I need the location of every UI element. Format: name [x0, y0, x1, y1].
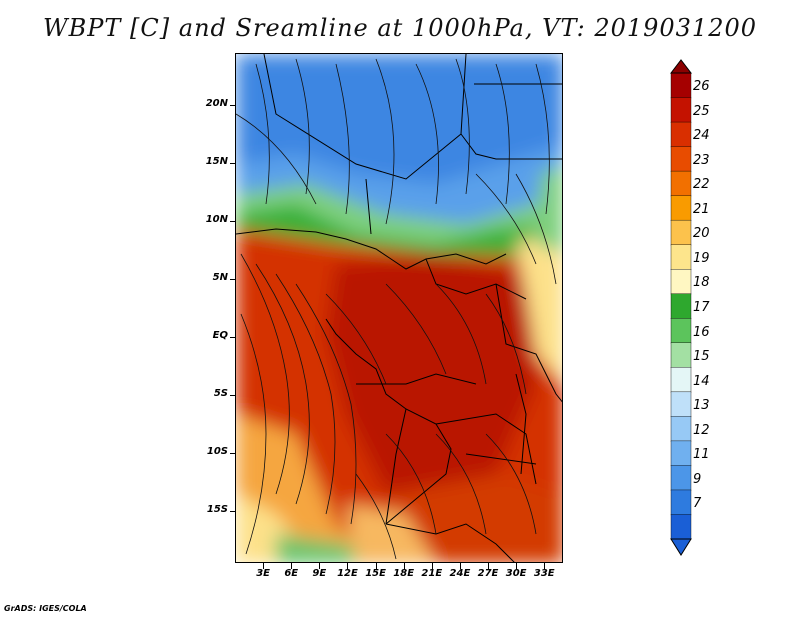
lat-label: 10N: [205, 214, 228, 226]
streamlines: [236, 58, 557, 560]
country-borders: [236, 54, 562, 562]
lat-tick: [230, 105, 236, 107]
lat-label: 5N: [212, 272, 228, 284]
lat-label: 10S: [206, 445, 228, 457]
lon-tick: [375, 563, 377, 569]
lat-label: 5S: [213, 387, 228, 399]
colorbar-segment: [670, 244, 692, 270]
colorbar-label: 20: [693, 226, 710, 242]
lon-label: 9E: [312, 568, 327, 579]
lon-label: 21E: [421, 568, 443, 579]
lon-tick: [431, 563, 433, 569]
colorbar-label: 13: [693, 398, 710, 414]
colorbar-label: 9: [693, 471, 702, 487]
colorbar-segment: [670, 219, 692, 246]
lon-tick: [291, 563, 293, 569]
colorbar-label: 14: [693, 373, 710, 389]
colorbar-segment: [670, 342, 692, 369]
lon-label: 30E: [505, 568, 527, 579]
colorbar-label: 15: [693, 349, 710, 365]
colorbar-segment: [670, 195, 692, 221]
colorbar-segment: [670, 72, 692, 99]
colorbar-segment: [670, 391, 692, 418]
lon-tick: [347, 563, 349, 569]
colorbar-label: 19: [693, 250, 710, 266]
map-panel: [235, 53, 563, 563]
colorbar-segment: [670, 293, 692, 319]
colorbar-top-arrow: [669, 59, 693, 74]
colorbar-label: 23: [693, 152, 710, 168]
colorbar-segment: [670, 121, 692, 148]
colorbar-segment: [670, 465, 692, 491]
lon-label: 12E: [337, 568, 358, 579]
lon-tick: [516, 563, 518, 569]
lon-label: 33E: [533, 568, 555, 579]
colorbar-segment: [670, 440, 692, 467]
lat-tick: [230, 452, 236, 454]
colorbar-segment: [670, 514, 692, 540]
lat-tick: [230, 510, 236, 512]
colorbar-label: 17: [693, 300, 710, 315]
colorbar-label: 16: [693, 324, 710, 340]
lat-tick: [230, 394, 236, 396]
colorbar-label: 22: [693, 177, 710, 193]
colorbar-label: 25: [693, 103, 710, 119]
colorbar-segment: [670, 269, 692, 295]
colorbar-segment: [670, 318, 692, 344]
colorbar-segment: [670, 146, 692, 172]
lat-label: 15S: [206, 503, 228, 515]
lat-label: 20N: [205, 98, 228, 110]
lon-label: 3E: [256, 568, 270, 579]
colorbar-bottom-arrow: [670, 538, 692, 556]
colorbar-segment: [670, 367, 692, 393]
lon-tick: [488, 563, 490, 569]
lon-label: 27E: [477, 568, 499, 579]
lat-tick: [230, 336, 236, 338]
lon-tick: [544, 563, 546, 569]
colorbar-label: 21: [693, 201, 710, 217]
lat-tick: [230, 163, 236, 165]
colorbar-label: 12: [693, 422, 710, 438]
colorbar-label: 24: [693, 128, 710, 144]
colorbar-label: 18: [693, 275, 710, 291]
lat-label: 15N: [205, 156, 228, 168]
lat-label: EQ: [212, 329, 228, 341]
colorbar-label: 11: [693, 447, 710, 463]
credit-label: GrADS: IGES/COLA: [4, 604, 87, 613]
lon-tick: [403, 563, 405, 569]
lon-label: 24E: [449, 568, 471, 579]
lon-label: 15E: [365, 568, 386, 579]
colorbar-segment: [670, 97, 692, 123]
colorbar-label: 7: [693, 496, 702, 512]
lat-tick: [230, 279, 236, 281]
colorbar-segment: [670, 170, 692, 197]
wbpt-field: [236, 54, 562, 562]
map-canvas: [236, 54, 562, 562]
lat-tick: [230, 221, 236, 223]
lon-tick: [319, 563, 321, 569]
lon-tick: [459, 563, 461, 569]
lon-label: 18E: [393, 568, 415, 579]
colorbar-segment: [670, 416, 692, 442]
lon-tick: [263, 563, 265, 569]
map-title: WBPT [C] and Sreamline at 1000hPa, VT: 2…: [42, 14, 758, 42]
colorbar-label: 26: [693, 79, 710, 95]
lon-label: 6E: [284, 568, 299, 579]
colorbar-segment: [670, 489, 692, 516]
